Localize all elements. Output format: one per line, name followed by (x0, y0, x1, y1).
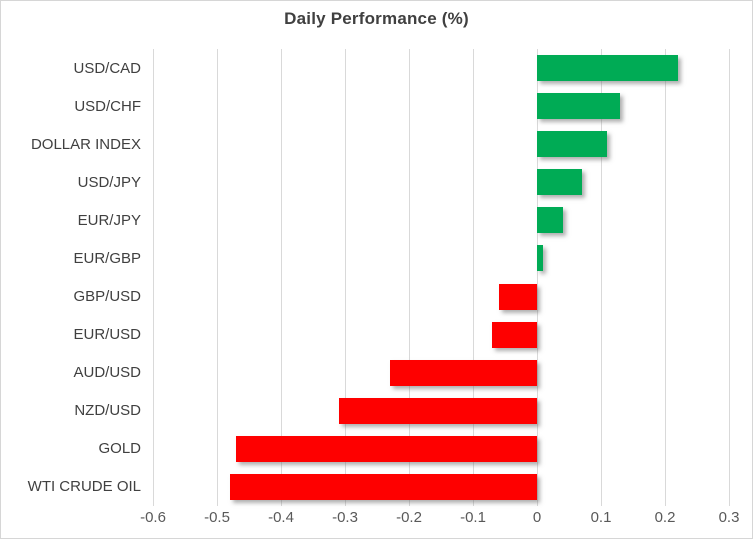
x-tick-label: 0.3 (718, 509, 740, 526)
gridline (472, 49, 474, 506)
category-label-gold: GOLD (98, 440, 141, 458)
category-label-gbp-usd: GBP/USD (73, 288, 141, 306)
bar-usd-jpy (537, 169, 582, 196)
bar-aud-usd (389, 359, 537, 386)
gridline (600, 49, 602, 506)
category-label-nzd-usd: NZD/USD (74, 402, 141, 420)
category-label-eur-gbp: EUR/GBP (73, 249, 141, 267)
category-label-eur-usd: EUR/USD (73, 326, 141, 344)
gridline (536, 49, 538, 506)
category-label-usd-chf: USD/CHF (74, 97, 141, 115)
gridline (728, 49, 730, 506)
gridline (216, 49, 218, 506)
x-tick-label: -0.3 (332, 509, 358, 526)
x-tick-label: -0.6 (140, 509, 166, 526)
bar-eur-gbp (537, 245, 544, 272)
bar-nzd-usd (338, 397, 537, 424)
chart-title: Daily Performance (%) (284, 9, 469, 28)
bar-dollar-index (537, 131, 608, 158)
category-label-usd-cad: USD/CAD (73, 59, 141, 77)
bar-gold (236, 435, 537, 462)
category-label-usd-jpy: USD/JPY (77, 173, 141, 191)
x-tick-label: 0.2 (654, 509, 676, 526)
gridline (408, 49, 410, 506)
x-tick-label: 0.1 (590, 509, 612, 526)
x-tick-label: 0 (532, 509, 542, 526)
bar-wti-crude-oil (229, 473, 537, 500)
category-label-eur-jpy: EUR/JPY (77, 211, 141, 229)
x-tick-label: -0.5 (204, 509, 230, 526)
bar-usd-cad (537, 55, 678, 82)
bar-usd-chf (537, 93, 621, 120)
bar-eur-jpy (537, 207, 563, 234)
gridline (344, 49, 346, 506)
category-label-dollar-index: DOLLAR INDEX (30, 135, 141, 153)
gridline (664, 49, 666, 506)
x-tick-label: -0.2 (396, 509, 422, 526)
gridline (152, 49, 154, 506)
x-tick-label: -0.4 (268, 509, 294, 526)
bar-gbp-usd (498, 283, 537, 310)
gridline (280, 49, 282, 506)
category-label-aud-usd: AUD/USD (73, 364, 141, 382)
x-tick-label: -0.1 (460, 509, 486, 526)
bar-eur-usd (492, 321, 537, 348)
category-label-wti-crude-oil: WTI CRUDE OIL (27, 478, 141, 496)
